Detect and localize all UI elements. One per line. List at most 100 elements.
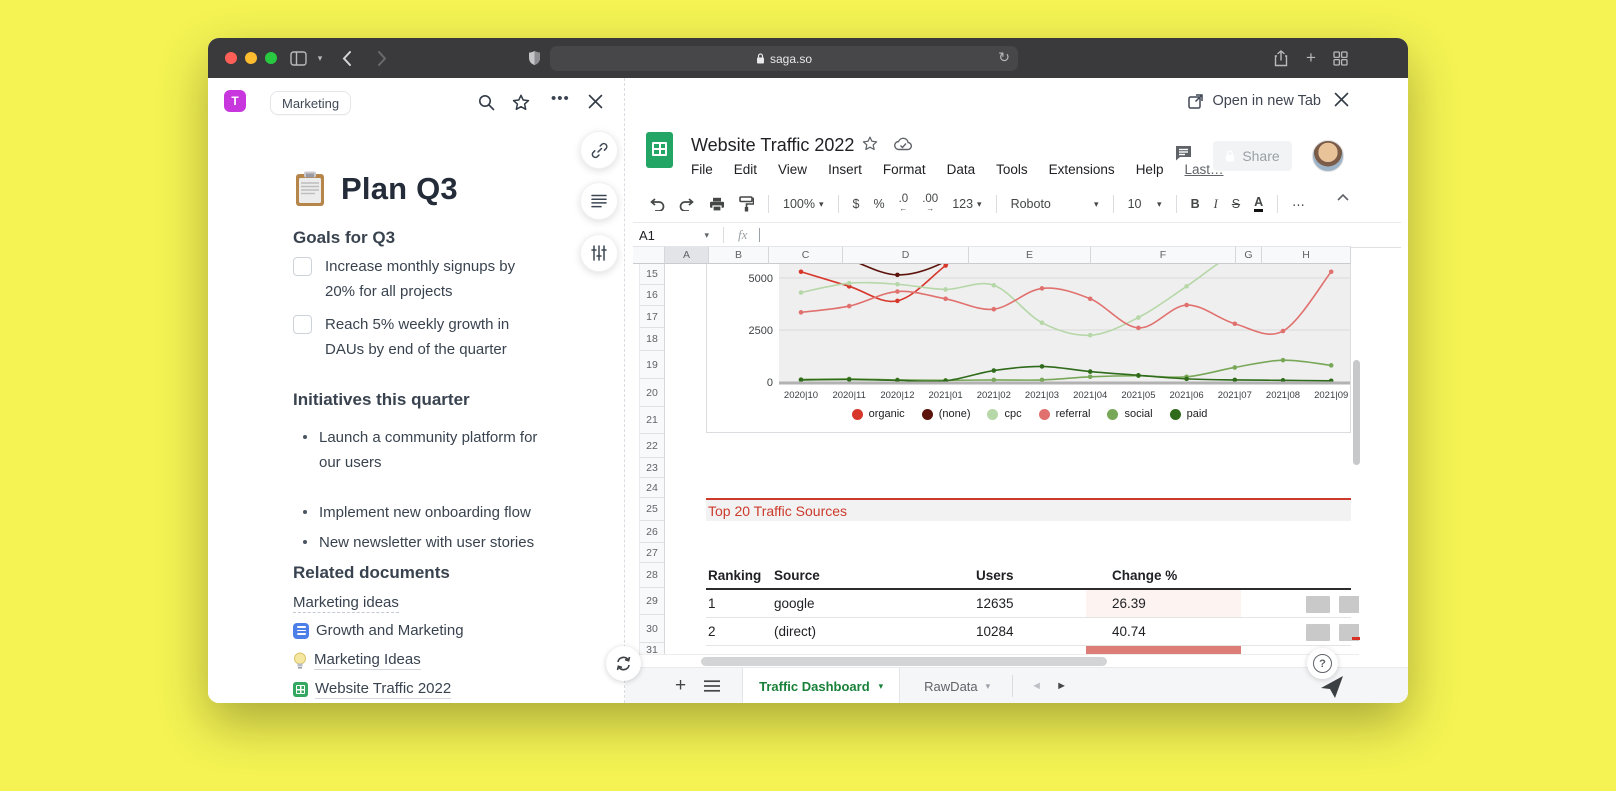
- column-header-G[interactable]: G: [1236, 246, 1262, 264]
- menu-file[interactable]: File: [691, 162, 713, 177]
- row-header-15[interactable]: 15: [639, 264, 665, 285]
- tab-overview-icon[interactable]: [1330, 48, 1350, 68]
- collapse-toolbar-icon[interactable]: [1337, 194, 1349, 201]
- menu-insert[interactable]: Insert: [828, 162, 862, 177]
- row-header-28[interactable]: 28: [639, 563, 665, 588]
- decrease-decimals-button[interactable]: .0 ←: [898, 193, 909, 213]
- star-document-icon[interactable]: [862, 136, 878, 151]
- tab-scroll-right-icon[interactable]: ►: [1056, 680, 1067, 692]
- forward-icon[interactable]: [372, 48, 392, 68]
- formula-input-caret[interactable]: [759, 228, 761, 242]
- menu-extensions[interactable]: Extensions: [1048, 162, 1115, 177]
- strikethrough-button[interactable]: S: [1231, 197, 1241, 211]
- text-color-button[interactable]: A: [1254, 196, 1264, 212]
- format-settings-button[interactable]: [580, 234, 618, 272]
- open-in-new-tab-button[interactable]: Open in new Tab: [1188, 93, 1321, 109]
- vertical-scrollbar[interactable]: [1352, 264, 1361, 656]
- row-header-16[interactable]: 16: [639, 285, 665, 306]
- share-page-icon[interactable]: [1271, 48, 1291, 68]
- sidebar-toggle-icon[interactable]: [288, 48, 308, 68]
- goal-checkbox[interactable]: [293, 257, 312, 276]
- favorite-star-icon[interactable]: [512, 94, 530, 111]
- row-header-26[interactable]: 26: [639, 521, 665, 543]
- sidebar-chevron-icon[interactable]: ▾: [317, 52, 323, 63]
- breadcrumb[interactable]: Marketing: [270, 91, 352, 115]
- horizontal-scroll-thumb[interactable]: [701, 657, 1107, 666]
- font-select[interactable]: Roboto ▾: [1010, 197, 1099, 211]
- column-header-D[interactable]: D: [843, 246, 969, 264]
- comment-history-icon[interactable]: [1174, 144, 1193, 162]
- back-icon[interactable]: [336, 48, 356, 68]
- row-header-24[interactable]: 24: [639, 478, 665, 498]
- menu-view[interactable]: View: [778, 162, 808, 177]
- all-sheets-menu-icon[interactable]: [704, 680, 721, 692]
- row-header-27[interactable]: 27: [639, 543, 665, 563]
- column-header-E[interactable]: E: [969, 246, 1091, 264]
- traffic-light-close[interactable]: [225, 52, 237, 64]
- column-header-C[interactable]: C: [769, 246, 843, 264]
- spreadsheet-title[interactable]: Website Traffic 2022: [691, 135, 855, 155]
- user-avatar[interactable]: [1312, 140, 1344, 172]
- menu-tools[interactable]: Tools: [996, 162, 1028, 177]
- embedded-chart[interactable]: 5000 2500 0 2020|10 2020|11 2020|12 2021|01 202…: [706, 264, 1351, 433]
- related-doc-link[interactable]: Marketing Ideas: [293, 651, 421, 670]
- share-button[interactable]: Share: [1213, 141, 1292, 171]
- help-button[interactable]: ?: [1307, 648, 1338, 679]
- vertical-scroll-thumb[interactable]: [1353, 360, 1360, 465]
- format-percent-button[interactable]: %: [873, 197, 885, 211]
- table-row[interactable]: 2 (direct) 10284 40.74: [706, 618, 1359, 646]
- increase-decimals-button[interactable]: .00 →: [922, 193, 939, 213]
- column-header-F[interactable]: F: [1091, 246, 1236, 264]
- tab-scroll-left-icon[interactable]: ◄: [1031, 680, 1043, 692]
- number-format-select[interactable]: 123 ▾: [952, 197, 982, 211]
- related-doc-link[interactable]: Growth and Marketing: [293, 622, 464, 639]
- print-icon[interactable]: [709, 197, 725, 212]
- reload-icon[interactable]: ↻: [998, 49, 1010, 65]
- format-currency-button[interactable]: $: [852, 197, 860, 211]
- row-header-29[interactable]: 29: [639, 588, 665, 615]
- column-header-A[interactable]: A: [665, 246, 709, 264]
- toolbar-more-button[interactable]: ⋯: [1292, 197, 1305, 212]
- outline-button[interactable]: [580, 182, 618, 220]
- paint-format-icon[interactable]: [739, 196, 754, 212]
- row-header-30[interactable]: 30: [639, 615, 665, 643]
- copy-link-button[interactable]: [580, 131, 618, 169]
- tab-traffic-dashboard[interactable]: Traffic Dashboard ▾: [742, 668, 901, 703]
- name-box[interactable]: A1 ▾: [639, 227, 709, 243]
- privacy-shield-icon[interactable]: [524, 48, 544, 68]
- row-header-23[interactable]: 23: [639, 458, 665, 478]
- row-header-19[interactable]: 19: [639, 351, 665, 379]
- grid-corner[interactable]: [633, 246, 665, 264]
- row-header-21[interactable]: 21: [639, 407, 665, 434]
- sheet-grid[interactable]: 5000 2500 0 2020|10 2020|11 2020|12 2021|01 202…: [665, 264, 1359, 656]
- tab-rawdata[interactable]: RawData ▾: [924, 678, 991, 694]
- row-header-25[interactable]: 25: [639, 498, 665, 521]
- table-row[interactable]: 1 google 12635 26.39: [706, 590, 1359, 618]
- menu-data[interactable]: Data: [946, 162, 976, 177]
- row-header-18[interactable]: 18: [639, 328, 665, 351]
- workspace-logo[interactable]: T: [224, 90, 246, 112]
- corner-widget-icon[interactable]: [1319, 674, 1345, 700]
- traffic-light-minimize[interactable]: [245, 52, 257, 64]
- row-header-20[interactable]: 20: [639, 379, 665, 407]
- traffic-light-zoom[interactable]: [265, 52, 277, 64]
- italic-button[interactable]: I: [1213, 196, 1218, 211]
- new-tab-icon[interactable]: +: [1306, 48, 1316, 67]
- cloud-saved-icon[interactable]: [894, 136, 913, 151]
- close-embed-icon[interactable]: [1334, 92, 1349, 107]
- menu-help[interactable]: Help: [1135, 162, 1164, 177]
- row-header-17[interactable]: 17: [639, 306, 665, 328]
- zoom-select[interactable]: 100% ▾: [783, 197, 824, 211]
- close-panel-icon[interactable]: [588, 94, 603, 109]
- menu-format[interactable]: Format: [882, 162, 926, 177]
- url-bar[interactable]: saga.so ↻: [550, 46, 1018, 71]
- related-doc-link[interactable]: Marketing ideas: [293, 594, 399, 613]
- font-size-select[interactable]: 10 ▾: [1127, 197, 1162, 211]
- column-header-B[interactable]: B: [709, 246, 769, 264]
- column-header-H[interactable]: H: [1262, 246, 1351, 264]
- refresh-embed-button[interactable]: [606, 646, 641, 681]
- add-sheet-button[interactable]: +: [675, 675, 687, 696]
- related-doc-link[interactable]: Website Traffic 2022: [293, 680, 452, 699]
- redo-icon[interactable]: [679, 197, 695, 211]
- menu-edit[interactable]: Edit: [733, 162, 758, 177]
